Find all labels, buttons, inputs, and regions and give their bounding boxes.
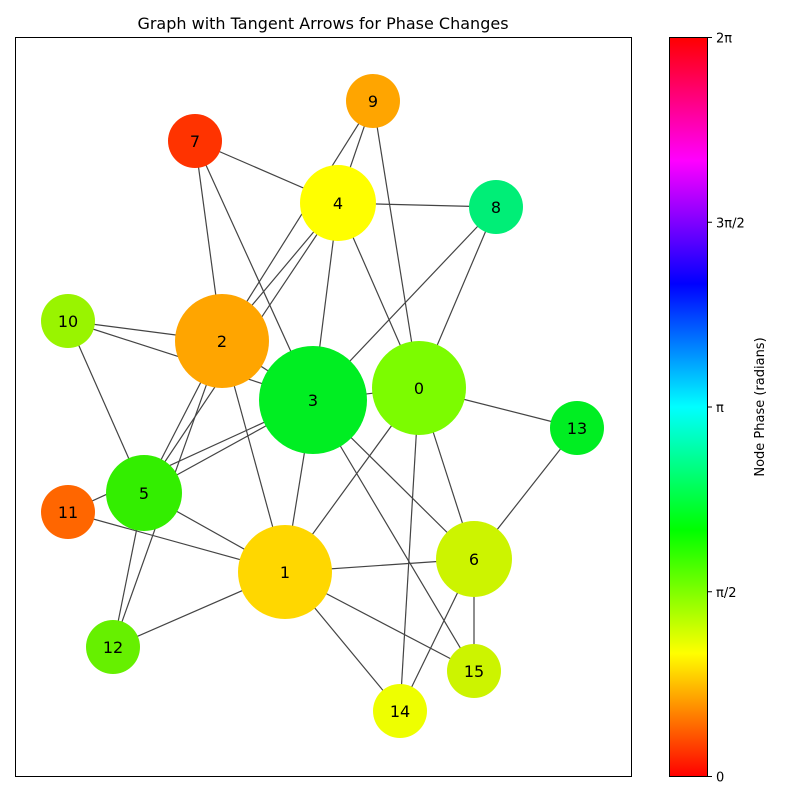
colorbar-tick-label-0: 0 [716, 771, 724, 786]
node-label-8: 8 [491, 198, 501, 217]
node-12: 12 [86, 620, 140, 674]
node-label-7: 7 [190, 132, 200, 151]
node-circle-12 [86, 620, 140, 674]
node-6: 6 [436, 521, 512, 597]
edge-0-14 [399, 387, 420, 712]
node-label-12: 12 [103, 638, 123, 657]
node-label-15: 15 [464, 662, 484, 681]
node-circle-10 [41, 294, 95, 348]
colorbar: 0 π/2 π 3π/2 2π Node Phase (radians) [669, 32, 768, 786]
colorbar-label: Node Phase (radians) [753, 337, 768, 476]
node-circle-5 [106, 455, 182, 531]
node-circle-0 [372, 341, 466, 435]
node-circle-13 [550, 401, 604, 455]
edge-9-2 [221, 100, 374, 342]
node-label-13: 13 [567, 419, 587, 438]
node-label-6: 6 [469, 550, 479, 569]
colorbar-gradient [669, 37, 708, 777]
node-15: 15 [447, 644, 501, 698]
node-14: 14 [373, 684, 427, 738]
node-label-10: 10 [58, 312, 78, 331]
node-circle-11 [41, 485, 95, 539]
node-label-1: 1 [280, 563, 290, 582]
node-8: 8 [469, 180, 523, 234]
node-5: 5 [106, 455, 182, 531]
node-3: 3 [259, 346, 367, 454]
node-circle-14 [373, 684, 427, 738]
colorbar-ticks: 0 π/2 π 3π/2 2π [707, 32, 745, 786]
node-label-9: 9 [368, 92, 378, 111]
colorbar-tick-label-3: 3π/2 [716, 216, 745, 231]
node-circle-9 [346, 74, 400, 128]
node-label-11: 11 [58, 503, 78, 522]
node-label-3: 3 [308, 391, 318, 410]
node-11: 11 [41, 485, 95, 539]
node-circle-3 [259, 346, 367, 454]
colorbar-tick-label-4: 2π [716, 32, 732, 47]
node-label-5: 5 [139, 484, 149, 503]
node-circle-2 [175, 294, 269, 388]
node-circle-4 [300, 165, 376, 241]
chart-title: Graph with Tangent Arrows for Phase Chan… [137, 14, 508, 33]
node-7: 7 [168, 114, 222, 168]
node-label-14: 14 [390, 702, 410, 721]
plot-frame [15, 37, 632, 777]
node-13: 13 [550, 401, 604, 455]
node-4: 4 [300, 165, 376, 241]
node-0: 0 [372, 341, 466, 435]
node-1: 1 [238, 525, 332, 619]
edge-0-9 [372, 100, 420, 389]
node-2: 2 [175, 294, 269, 388]
node-9: 9 [346, 74, 400, 128]
node-circle-15 [447, 644, 501, 698]
node-label-0: 0 [414, 379, 424, 398]
node-label-4: 4 [333, 194, 343, 213]
colorbar-tick-label-2: π [716, 401, 724, 416]
node-circle-1 [238, 525, 332, 619]
node-circle-6 [436, 521, 512, 597]
node-circle-7 [168, 114, 222, 168]
node-10: 10 [41, 294, 95, 348]
colorbar-tick-label-1: π/2 [716, 586, 736, 601]
node-circle-8 [469, 180, 523, 234]
node-label-2: 2 [217, 332, 227, 351]
